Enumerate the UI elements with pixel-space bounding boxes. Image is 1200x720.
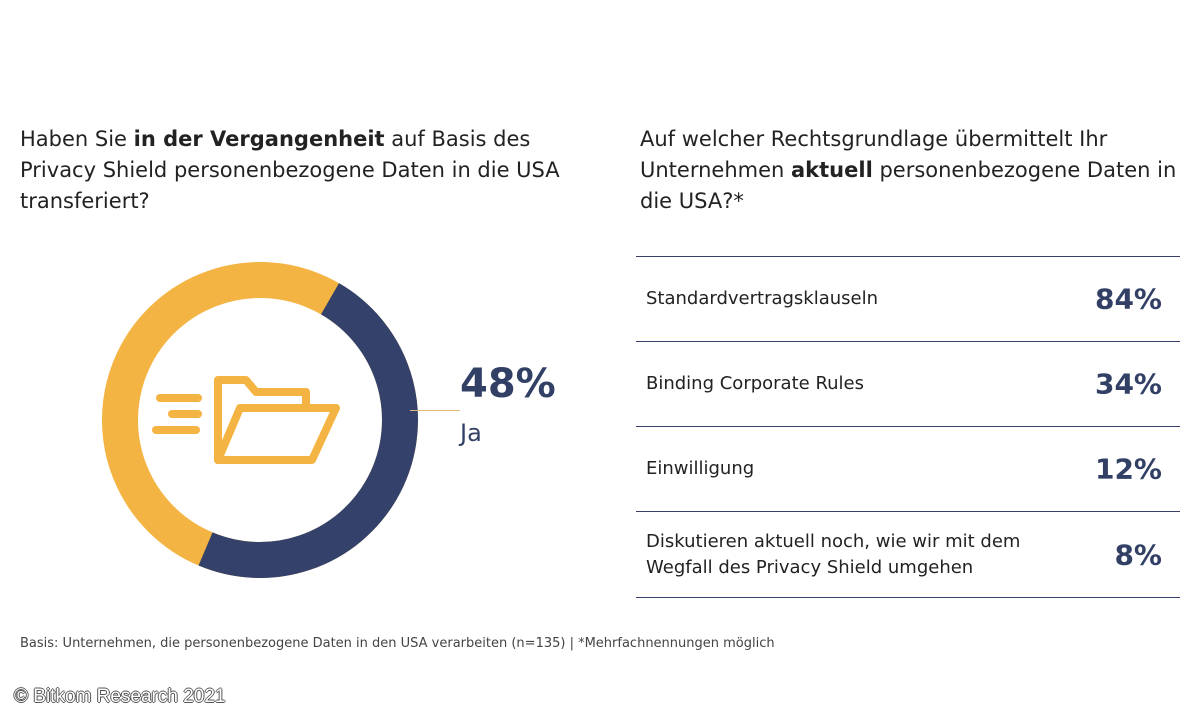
row-label: Standardvertragsklauseln <box>646 288 879 309</box>
row-value: 34% <box>1094 367 1162 401</box>
donut-slice-ja <box>102 262 418 578</box>
row-label: Diskutieren aktuell noch, wie wir mit de… <box>646 530 1021 578</box>
folder-transfer-icon <box>152 376 340 464</box>
donut-chart <box>102 262 418 578</box>
right-question-bold: aktuell <box>791 158 873 182</box>
results-table: Standardvertragsklauseln 84% Binding Cor… <box>636 256 1180 598</box>
right-question-pre: Auf welcher Rechtsgrundlage übermittelt … <box>640 127 1108 182</box>
row-value: 12% <box>1094 452 1162 486</box>
left-question-title: Haben Sie in der Vergangenheit auf Basis… <box>20 124 580 217</box>
table-row: Diskutieren aktuell noch, wie wir mit de… <box>636 511 1180 598</box>
table-row: Standardvertragsklauseln 84% <box>636 256 1180 341</box>
left-question-pre: Haben Sie <box>20 127 134 151</box>
row-label: Binding Corporate Rules <box>646 373 865 394</box>
right-question-post: personenbezogene Daten in die USA?* <box>640 158 1177 213</box>
copyright: © Bitkom Research 2021 <box>14 686 226 707</box>
table-row: Einwilligung 12% <box>636 426 1180 511</box>
left-question-post: auf Basis des Privacy Shield personenbez… <box>20 127 560 213</box>
value-leader-line <box>410 410 460 411</box>
row-value: 84% <box>1094 282 1162 316</box>
right-question-title: Auf welcher Rechtsgrundlage übermittelt … <box>640 124 1180 217</box>
row-label: Einwilligung <box>646 458 755 479</box>
table-row: Binding Corporate Rules 34% <box>636 341 1180 426</box>
donut-value-label: 48% <box>460 361 556 407</box>
donut-category-label: Ja <box>460 419 482 447</box>
left-question-bold: in der Vergangenheit <box>133 127 385 151</box>
row-value: 8% <box>1114 538 1162 571</box>
footnote: Basis: Unternehmen, die personenbezogene… <box>20 636 775 651</box>
